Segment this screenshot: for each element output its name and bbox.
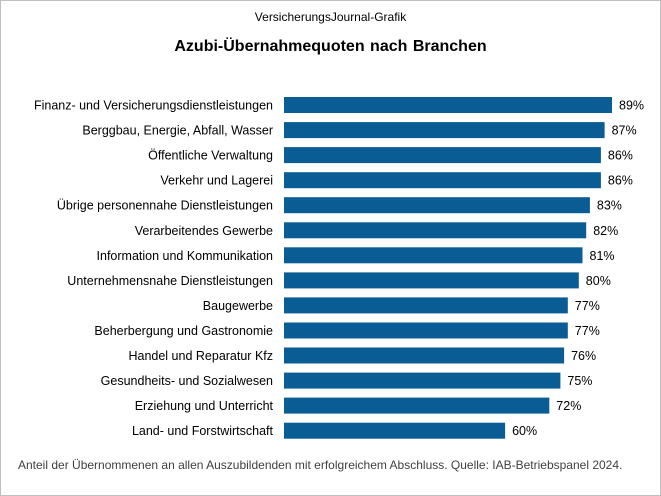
value-label: 77% — [575, 299, 600, 313]
bar — [284, 172, 601, 189]
category-label: Gesundheits- und Sozialwesen — [101, 374, 273, 388]
value-label: 76% — [571, 349, 596, 363]
value-label: 81% — [590, 249, 615, 263]
value-label: 86% — [608, 174, 633, 188]
source-line: VersicherungsJournal-Grafik — [254, 10, 407, 24]
bar — [284, 247, 583, 264]
value-label: 89% — [619, 99, 644, 113]
category-label: Unternehmensnahe Dienstleistungen — [67, 274, 273, 288]
bar — [284, 272, 579, 289]
value-label: 82% — [593, 224, 618, 238]
category-label: Handel und Reparatur Kfz — [128, 349, 273, 363]
category-label: Öffentliche Verwaltung — [148, 149, 273, 163]
category-label: Übrige personennahe Dienstleistungen — [57, 199, 273, 213]
bar — [284, 197, 590, 214]
category-label: Berggbau, Energie, Abfall, Wasser — [82, 124, 273, 138]
bar — [284, 347, 565, 364]
bar — [284, 422, 506, 439]
chart-title: Azubi-Übernahmequoten nach Branchen — [174, 38, 487, 55]
bar — [284, 297, 568, 314]
bar — [284, 397, 550, 414]
bar — [284, 322, 568, 339]
value-label: 75% — [567, 374, 592, 388]
category-label: Baugewerbe — [203, 299, 273, 313]
footnote: Anteil der Übernommenen an allen Auszubi… — [18, 458, 623, 472]
category-label: Verarbeitendes Gewerbe — [135, 224, 273, 238]
category-label: Finanz- und Versicherungsdienstleistunge… — [34, 99, 273, 113]
bar — [284, 122, 605, 139]
category-label: Erziehung und Unterricht — [135, 399, 274, 413]
value-label: 83% — [597, 199, 622, 213]
value-label: 80% — [586, 274, 611, 288]
value-label: 77% — [575, 324, 600, 338]
value-label: 72% — [556, 399, 581, 413]
bar — [284, 372, 561, 389]
value-label: 87% — [612, 124, 637, 138]
value-label: 86% — [608, 149, 633, 163]
category-label: Beherbergung und Gastronomie — [94, 324, 273, 338]
category-label: Verkehr und Lagerei — [160, 174, 273, 188]
category-label: Land- und Forstwirtschaft — [132, 424, 274, 438]
bar — [284, 147, 601, 164]
value-label: 60% — [512, 424, 537, 438]
bar — [284, 222, 587, 239]
category-label: Information und Kommunikation — [97, 249, 274, 263]
bar — [284, 97, 612, 113]
